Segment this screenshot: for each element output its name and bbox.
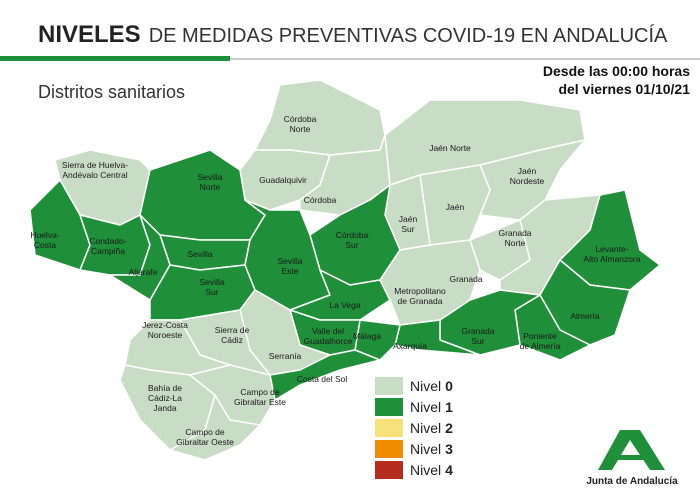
district <box>109 214 171 301</box>
district <box>379 239 481 326</box>
title-rest: DE MEDIDAS PREVENTIVAS COVID-19 EN ANDAL… <box>149 24 668 47</box>
legend-item: Nivel 1 <box>410 399 453 415</box>
title-bar <box>0 56 230 61</box>
date-line: Desde las 00:00 horas <box>543 63 690 79</box>
legend-item: Nivel 2 <box>410 420 453 436</box>
legend-label: Nivel <box>410 399 441 415</box>
district-label: Málaga <box>353 331 381 341</box>
title-rule <box>230 58 700 60</box>
district-label: Bahía de <box>148 383 182 393</box>
district-label: Este <box>281 266 298 276</box>
district-label: Sur <box>401 224 414 234</box>
district-label: Huelva- <box>30 230 59 240</box>
legend-label: Nivel <box>410 441 441 457</box>
district-label: Janda <box>153 403 176 413</box>
title: NIVELES DE MEDIDAS PREVENTIVAS COVID-19 E… <box>38 21 668 48</box>
district-label: Almería <box>570 311 600 321</box>
district-label: Gibraltar Oeste <box>176 437 234 447</box>
district-label: Córdoba <box>304 195 337 205</box>
logo-mark <box>615 455 645 460</box>
district-label: Costa del Sol <box>297 374 348 384</box>
district-label: Sevilla <box>199 277 224 287</box>
district-label: Condado- <box>89 236 127 246</box>
district-label: Cádiz-La <box>148 393 182 403</box>
district-label: Córdoba <box>336 230 369 240</box>
logo-mark <box>598 430 665 470</box>
legend-level: 4 <box>445 462 453 478</box>
district-label: Sierra de Huelva- <box>62 160 128 170</box>
district-label: Campo de <box>240 387 279 397</box>
district-label: Levante- <box>595 244 628 254</box>
district-label: Alto Almanzora <box>583 254 640 264</box>
district-label: Nordeste <box>510 176 545 186</box>
legend-item: Nivel 4 <box>410 462 453 478</box>
district <box>269 349 381 401</box>
legend-level: 1 <box>445 399 453 415</box>
district-label: Guadalquivir <box>259 175 307 185</box>
district-label: Sevilla <box>277 256 302 266</box>
district-label: Granada <box>461 326 494 336</box>
logo-text: Junta de Andalucía <box>586 476 678 487</box>
district-label: Gibraltar Este <box>234 397 286 407</box>
legend-label: Nivel <box>410 378 441 394</box>
district-label: Norte <box>200 182 221 192</box>
district-label: Sur <box>345 240 358 250</box>
district-label: Campo de <box>185 427 224 437</box>
district-label: Granada <box>498 228 531 238</box>
legend-level: 0 <box>445 378 453 394</box>
title-bold: NIVELES <box>38 21 141 48</box>
district-label: Guadalhorce <box>304 336 353 346</box>
legend-label: Nivel <box>410 462 441 478</box>
district-label: Córdoba <box>284 114 317 124</box>
district-label: Sur <box>471 336 484 346</box>
district-label: Metropolitano <box>394 286 446 296</box>
district-label: Sevilla <box>197 172 222 182</box>
district-label: Jaén Norte <box>429 143 471 153</box>
district-label: Valle del <box>312 326 344 336</box>
legend-item: Nivel 3 <box>410 441 453 457</box>
legend-swatch <box>375 440 403 458</box>
district-label: de Granada <box>398 296 443 306</box>
district-label: Norte <box>505 238 526 248</box>
district-label: Sevilla <box>187 249 212 259</box>
district-label: Campiña <box>91 246 125 256</box>
legend-level: 3 <box>445 441 453 457</box>
district-label: Jaén <box>518 166 537 176</box>
legend-swatch <box>375 398 403 416</box>
district <box>169 394 261 461</box>
district-label: Aljarafe <box>129 267 158 277</box>
district-label: Poniente <box>523 331 557 341</box>
district-label: Norte <box>290 124 311 134</box>
district-label: Axarquía <box>393 341 427 351</box>
legend-swatch <box>375 461 403 479</box>
legend-item: Nivel 0 <box>410 378 453 394</box>
district-label: Jaén <box>446 202 465 212</box>
district-label: Jerez-Costa <box>142 320 188 330</box>
district-label: Costa <box>34 240 56 250</box>
legend-swatch <box>375 377 403 395</box>
subtitle: Distritos sanitarios <box>38 82 185 102</box>
district-label: Sur <box>205 287 218 297</box>
logo: Junta de Andalucía <box>586 430 678 487</box>
district-label: Granada <box>449 274 482 284</box>
legend-label: Nivel <box>410 420 441 436</box>
district-label: Sierra de <box>215 325 250 335</box>
district-label: La Vega <box>329 300 360 310</box>
legend-swatch <box>375 419 403 437</box>
district-label: de Almería <box>520 341 561 351</box>
district <box>254 79 386 156</box>
district-label: Andévalo Central <box>62 170 127 180</box>
district-label: Serranía <box>269 351 302 361</box>
district-label: Noroeste <box>148 330 183 340</box>
district-label: Cádiz <box>221 335 243 345</box>
legend-level: 2 <box>445 420 453 436</box>
map <box>29 79 661 461</box>
district-label: Jaén <box>399 214 418 224</box>
date-line: del viernes 01/10/21 <box>558 81 690 97</box>
